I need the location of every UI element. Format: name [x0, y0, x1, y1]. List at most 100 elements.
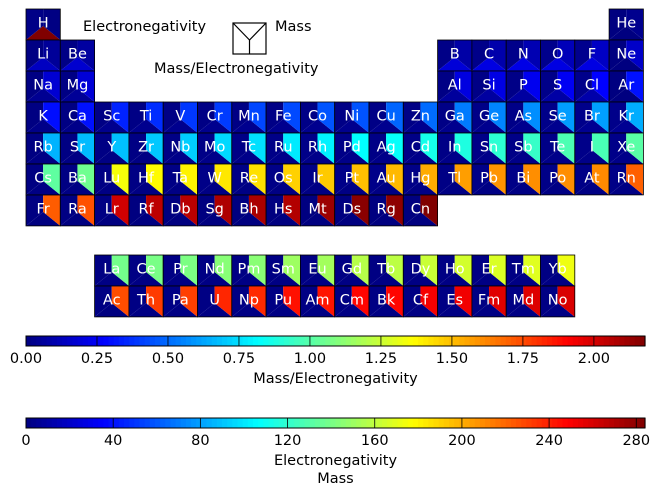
ratio-triangle [231, 118, 267, 133]
mass-region [77, 164, 95, 195]
colorbar-tick-label: 1.25 [365, 351, 397, 367]
element-symbol: Er [481, 261, 496, 277]
element-cell-ds: Ds [334, 194, 370, 227]
element-symbol: Cl [585, 77, 599, 93]
ratio-triangle [128, 211, 164, 226]
electronegativity-region [334, 255, 352, 286]
ratio-triangle [609, 87, 644, 102]
electronegativity-region [403, 133, 421, 164]
element-symbol: Fe [275, 108, 292, 124]
colorbar-tick-label: 160 [361, 433, 389, 449]
ratio-triangle [471, 118, 507, 133]
mass-region [283, 133, 301, 164]
legend-bottom-label: Mass/Electronegativity [154, 61, 319, 77]
ratio-triangle [369, 211, 404, 226]
electronegativity-region [197, 133, 215, 164]
legend-top-label: Electronegativity [83, 19, 206, 35]
ratio-triangle [266, 118, 301, 133]
colorbar-segment [108, 418, 115, 428]
element-cell-xe: Xe [608, 132, 644, 165]
element-symbol: At [584, 170, 600, 186]
element-symbol: Br [584, 108, 600, 124]
colorbar-segment [557, 336, 564, 346]
electronegativity-region [266, 102, 284, 133]
colorbar-segment [588, 336, 595, 346]
ratio-triangle [609, 180, 644, 195]
element-cell-in: In [437, 132, 473, 165]
ratio-triangle [574, 149, 610, 164]
mass-region [454, 71, 472, 102]
colorbar-segment [87, 418, 94, 428]
element-symbol: Pu [274, 292, 292, 308]
ratio-triangle [334, 149, 369, 164]
colorbar-tick-label: 1.00 [294, 351, 326, 367]
element-cell-ag: Ag [368, 132, 404, 165]
element-symbol: Rh [308, 139, 327, 155]
colorbar-segment [283, 336, 290, 346]
colorbar-segment [381, 336, 388, 346]
element-symbol: Sb [514, 139, 532, 155]
element-cell-ru: Ru [265, 132, 301, 165]
electronegativity-region [128, 164, 147, 195]
colorbar-segment [31, 418, 37, 428]
colorbar-segment [371, 336, 378, 346]
colorbar-segment [273, 418, 280, 428]
mass-region [557, 71, 575, 102]
colorbar-segment [381, 418, 388, 428]
colorbar-segment [361, 418, 368, 428]
ratio-triangle [369, 271, 404, 286]
element-cell-he: He [608, 8, 644, 41]
electronegativity-region [471, 102, 490, 133]
ratio-triangle [94, 180, 129, 195]
colorbar-segment [134, 336, 141, 346]
ratio-triangle [540, 56, 575, 71]
colorbar-segment [201, 418, 208, 428]
electronegativity-region [437, 102, 455, 133]
ratio-triangle [300, 271, 335, 286]
colorbar-segment [180, 418, 187, 428]
ratio-triangle [403, 180, 438, 195]
colorbar-segment [474, 336, 481, 346]
electronegativity-region [437, 40, 455, 71]
element-cell-b: B [437, 39, 473, 72]
mass-region [626, 164, 644, 195]
colorbar-tick-label: 80 [191, 433, 209, 449]
mass-region [146, 102, 164, 133]
electronegativity-region [94, 133, 112, 164]
colorbar-segment [366, 418, 373, 428]
ratio-triangle [197, 118, 232, 133]
ratio-triangle [94, 302, 129, 317]
electronegativity-region [300, 255, 318, 286]
ratio-triangle [369, 180, 404, 195]
element-symbol: Cn [411, 201, 430, 217]
ratio-triangle [128, 271, 164, 286]
colorbar-segment [603, 418, 610, 428]
colorbar-segment [531, 418, 538, 428]
element-symbol: Ni [344, 108, 359, 124]
electronegativity-region [300, 286, 318, 317]
colorbar-en_mass: 0 40 80 120 160 200 240 280 Electronegativity Mas… [21, 417, 650, 487]
electronegativity-region [60, 195, 78, 226]
mass-region [489, 286, 507, 317]
ratio-triangle [197, 302, 232, 317]
mass-region [283, 195, 301, 226]
ratio-triangle [334, 180, 369, 195]
colorbar-segment [170, 418, 177, 428]
element-cell-np: Np [231, 285, 267, 318]
colorbar-segment [366, 336, 373, 346]
element-cell-la: La [94, 254, 130, 287]
mass-region [77, 71, 95, 102]
ratio-triangle [94, 271, 129, 286]
mass-region [557, 255, 575, 286]
element-symbol: Ne [616, 46, 636, 62]
element-cell-sb: Sb [505, 132, 541, 165]
element-cell-cf: Cf [402, 285, 438, 318]
electronegativity-region [128, 102, 147, 133]
mass-region [77, 40, 95, 71]
electronegativity-region [471, 164, 490, 195]
colorbar-segment [577, 418, 584, 428]
electronegativity-region [506, 40, 524, 71]
element-cell-kr: Kr [608, 101, 644, 134]
ratio-triangle [300, 211, 335, 226]
element-cell-cu: Cu [368, 101, 404, 134]
